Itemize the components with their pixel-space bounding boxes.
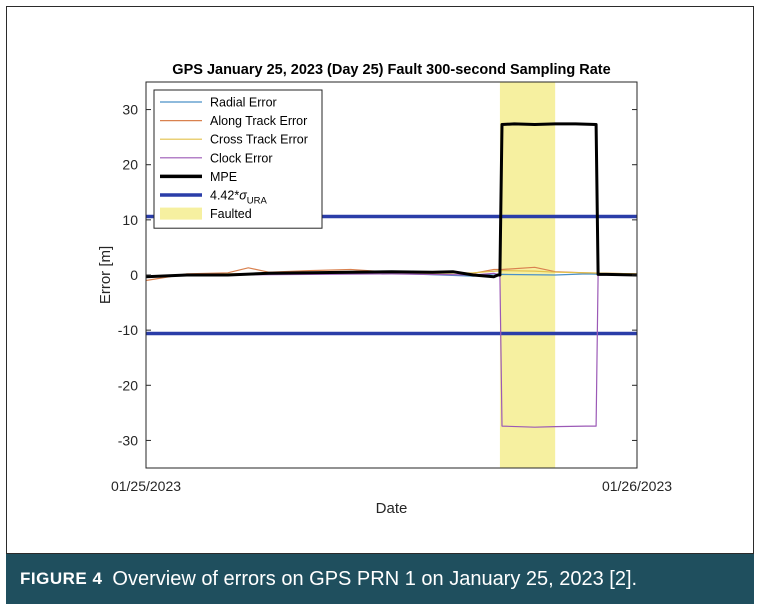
figure-frame [6, 6, 754, 554]
legend-box [153, 89, 323, 229]
x-axis-label: Date [376, 500, 408, 517]
x-tick-label: 01/25/2023 [111, 478, 181, 494]
figure-caption-label: FIGURE 4 [20, 569, 103, 588]
legend: Radial Error Along Track Error Cross Track… [153, 89, 323, 229]
x-axis-ticks: 01/25/2023 01/26/2023 [111, 463, 672, 494]
y-tick-label: -20 [118, 377, 138, 393]
legend-label-cross-track-error: Cross Track Error [210, 133, 308, 147]
y-tick-label: 20 [122, 157, 138, 173]
x-tick-label: 01/26/2023 [602, 478, 672, 494]
legend-label-mpe: MPE [210, 170, 237, 184]
legend-label-faulted: Faulted [210, 207, 252, 221]
legend-label-4-42-ura: 4.42*σURA [210, 189, 267, 207]
legend-label-clock-error: Clock Error [210, 151, 273, 165]
chart-title: GPS January 25, 2023 (Day 25) Fault 300-… [172, 62, 610, 78]
y-axis-ticks: 30 20 10 0 -10 -20 -30 [118, 102, 637, 448]
series-line-clock-error [145, 272, 637, 428]
legend-swatch-faulted [160, 207, 202, 220]
y-tick-label: 30 [122, 102, 138, 118]
y-tick-label: 10 [122, 212, 138, 228]
series-layer [145, 122, 638, 428]
legend-label-along-track-error: Along Track Error [210, 114, 307, 128]
figure-caption-text: Overview of errors on GPS PRN 1 on Janua… [112, 567, 638, 590]
y-tick-label: -30 [118, 432, 138, 448]
y-tick-label: 0 [130, 267, 138, 283]
series-line-mpe [145, 122, 638, 279]
y-tick-label: -10 [118, 322, 138, 338]
y-axis-label: Error [m] [97, 246, 114, 304]
legend-label-radial-error: Radial Error [210, 96, 277, 110]
chart: GPS January 25, 2023 (Day 25) Fault 300-… [97, 62, 672, 517]
figure-caption-bar: FIGURE 4 Overview of errors on GPS PRN 1… [6, 554, 754, 604]
